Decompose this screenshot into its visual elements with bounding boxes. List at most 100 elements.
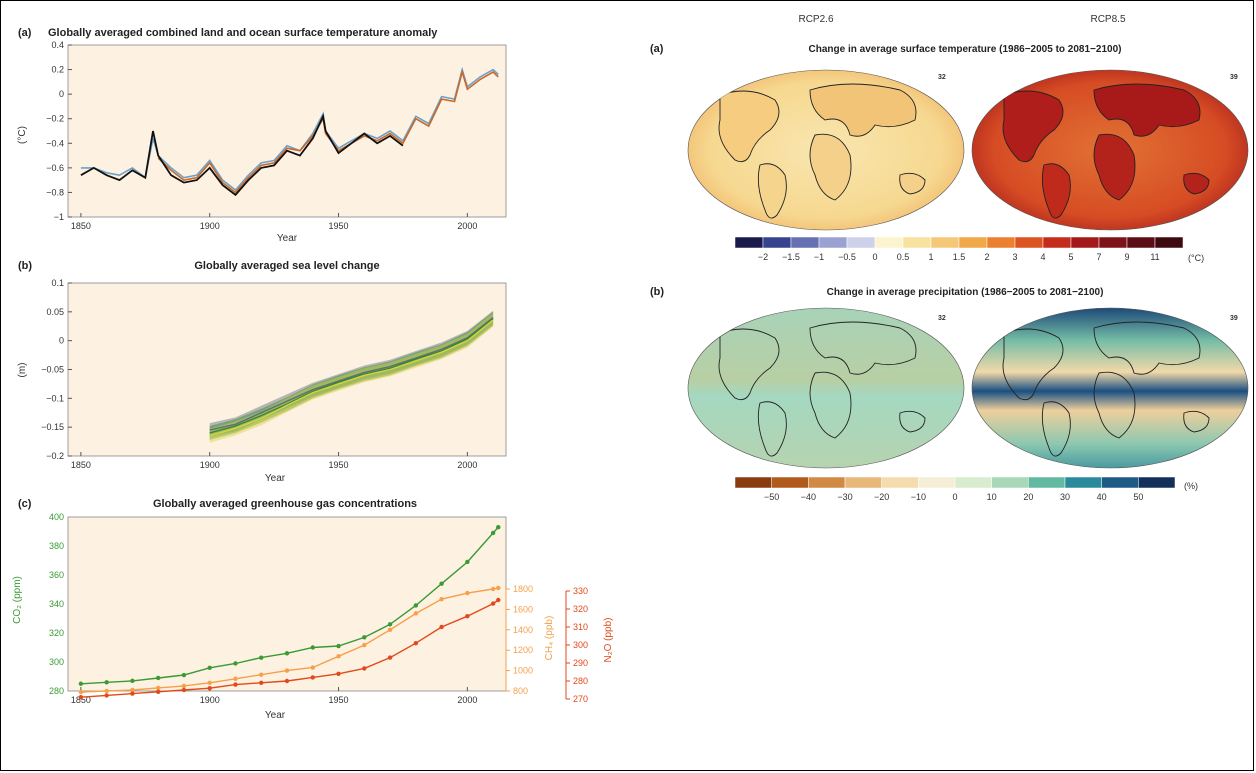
sea-level-uncertainty-band (209, 310, 494, 437)
ch4-tick-label: 1200 (513, 645, 533, 655)
x-tick-label: 2000 (457, 460, 477, 470)
precip-colorbar: −50 −40 −30 −20 −10 0 10 20 30 40 50 (734, 476, 1176, 502)
colorbar-swatch (918, 476, 956, 489)
panel-b: (b) Globally averaged sea level change (… (17, 260, 507, 484)
panel-a-label: (a) (18, 27, 32, 39)
colorbar-tick-label: −40 (801, 492, 816, 502)
panel-a-ticks: 1850 1900 1950 2000 −1 −0.8 −0.6 −0.4 −0.2 0 0.2 0.… (46, 40, 477, 231)
precip-unit-label: (%) (1184, 481, 1198, 491)
co2-point (413, 603, 419, 608)
sea-level-series-line (209, 319, 494, 437)
y-tick-label: −0.1 (46, 393, 64, 403)
ch4-point (284, 668, 290, 673)
n2o-point (310, 675, 315, 680)
panel-b-xlabel: Year (265, 473, 286, 484)
precip-rcp85-coastlines (1002, 321, 1210, 457)
colorbar-tick-label: 0.5 (897, 252, 910, 262)
colorbar-swatch (1070, 236, 1100, 249)
temp-unit-label: (°C) (1188, 253, 1204, 263)
n2o-point (465, 614, 470, 619)
precip-rcp85-model-count: 39 (1230, 315, 1238, 322)
rcp26-header: RCP2.6 (798, 14, 833, 25)
panel-a-plot-area (67, 44, 507, 218)
co2-point (233, 661, 238, 666)
n2o-point (233, 682, 238, 687)
x-tick-label: 1850 (71, 695, 91, 705)
colorbar-tick-label: 9 (1124, 252, 1129, 262)
ch4-point (78, 689, 84, 695)
n2o-point (362, 666, 367, 671)
n2o-tick-label: 280 (573, 676, 588, 686)
n2o-point (78, 695, 84, 700)
y-tick-label: 0 (59, 89, 64, 99)
ch4-point (465, 590, 470, 596)
ch4-point (181, 683, 187, 689)
colorbar-swatch (1064, 476, 1102, 489)
colorbar-tick-label: 50 (1133, 492, 1143, 502)
colorbar-tick-label: 5 (1068, 252, 1073, 262)
colorbar-swatch (1154, 236, 1184, 249)
co2-point (496, 524, 501, 530)
y-tick-label: −0.15 (41, 422, 64, 432)
sea-level-series-line (209, 317, 494, 431)
colorbar-swatch (808, 476, 846, 489)
co2-point (439, 581, 444, 586)
ch4-point (413, 611, 419, 616)
y-tick-label: 0.2 (51, 65, 64, 75)
panel-b-ticks: 1850 1900 1950 2000 −0.2 −0.15 −0.1 −0.05 0 0.05 0… (41, 278, 477, 470)
panel-b-plot-area (67, 282, 507, 457)
n2o-point (207, 686, 212, 691)
colorbar-swatch (991, 476, 1029, 489)
y-tick-label: −0.2 (46, 451, 64, 461)
x-tick-label: 2000 (457, 221, 477, 231)
panel-c-ticks: 1850 1900 1950 2000 280 300 320 340 360 380 400 800… (49, 512, 588, 705)
ch4-point (310, 665, 315, 670)
co2-point (181, 672, 187, 678)
co2-point (362, 635, 367, 640)
co2-point (284, 651, 290, 656)
colorbar-swatch (930, 236, 960, 249)
x-tick-label: 1850 (71, 221, 91, 231)
colorbar-swatch (1014, 236, 1044, 249)
colorbar-tick-label: 3 (1012, 252, 1017, 262)
precip-rcp26-coastlines (718, 321, 926, 457)
ch4-point (439, 597, 444, 602)
colorbar-tick-label: −30 (837, 492, 852, 502)
co2-point (207, 665, 212, 670)
co2-point (259, 655, 264, 660)
maps-a-label: (a) (650, 43, 664, 55)
n2o-tick-label: 270 (573, 694, 588, 704)
x-tick-label: 1950 (329, 221, 349, 231)
n2o-tick-label: 290 (573, 658, 588, 668)
panel-b-ylabel: (m) (17, 363, 28, 378)
n2o-tick-label: 300 (573, 640, 588, 650)
panel-c-label: (c) (18, 498, 32, 510)
temperature-series-line (80, 113, 404, 197)
x-tick-label: 1900 (200, 695, 220, 705)
temp-rcp85-model-count: 39 (1230, 74, 1238, 81)
y-tick-label: −0.8 (46, 187, 64, 197)
co2-point (155, 675, 161, 681)
temp-rcp85-coastlines (1002, 83, 1210, 219)
colorbar-tick-label: 30 (1060, 492, 1070, 502)
panel-c-ch4-label: CH₄ (ppb) (544, 616, 555, 661)
y-tick-label: 0.1 (51, 278, 64, 288)
colorbar-tick-label: −0.5 (838, 252, 856, 262)
co2-tick-label: 340 (49, 599, 64, 609)
panel-a-ylabel: (°C) (17, 126, 28, 144)
colorbar-swatch (762, 236, 792, 249)
colorbar-tick-label: 2 (984, 252, 989, 262)
colorbar-tick-label: −50 (764, 492, 779, 502)
n2o-point (439, 624, 444, 630)
y-tick-label: −1 (54, 212, 64, 222)
y-tick-label: −0.2 (46, 114, 64, 124)
map-panels: RCP2.6 RCP8.5 (a) Change in average surf… (650, 14, 1249, 502)
colorbar-tick-label: 7 (1096, 252, 1101, 262)
y-tick-label: −0.6 (46, 163, 64, 173)
co2-point (465, 559, 470, 565)
ch4-point (207, 680, 212, 686)
n2o-point (155, 689, 161, 694)
ch4-tick-label: 1600 (513, 604, 533, 614)
n2o-tick-label: 310 (573, 622, 588, 632)
precip-maps-title: Change in average precipitation (1986−20… (827, 287, 1104, 298)
